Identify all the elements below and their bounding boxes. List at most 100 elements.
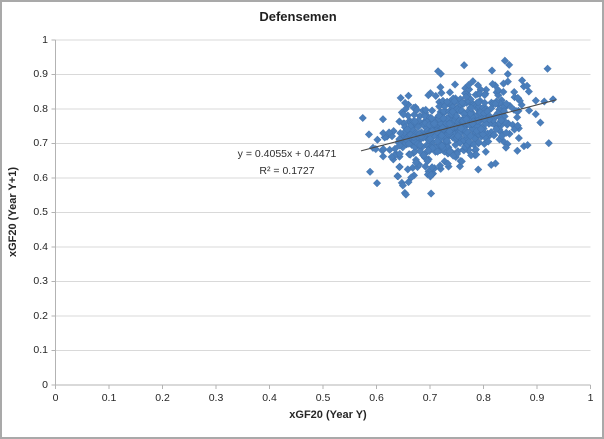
scatter-point xyxy=(420,112,430,121)
scatter-point xyxy=(491,159,500,168)
scatter-point xyxy=(404,139,413,148)
scatter-point xyxy=(401,190,411,199)
scatter-point xyxy=(461,92,471,101)
y-tick-label: 0.7 xyxy=(33,137,48,149)
scatter-point xyxy=(384,128,394,137)
scatter-point xyxy=(513,113,522,122)
scatter-point xyxy=(395,162,404,172)
scatter-point xyxy=(500,56,509,65)
scatter-point xyxy=(433,147,442,156)
scatter-point xyxy=(490,130,499,140)
scatter-point xyxy=(401,104,410,113)
scatter-point xyxy=(431,91,440,100)
scatter-point xyxy=(403,165,412,174)
scatter-point xyxy=(445,88,454,97)
scatter-point xyxy=(443,97,452,106)
x-axis-title: xGF20 (Year Y) xyxy=(289,409,367,421)
scatter-points xyxy=(358,56,558,199)
scatter-point xyxy=(505,60,514,69)
y-tick-label: 0.5 xyxy=(33,206,48,218)
scatter-point xyxy=(430,119,439,128)
y-tick-label: 0.2 xyxy=(33,309,48,322)
x-tick-label: 0.2 xyxy=(155,392,170,404)
scatter-point xyxy=(427,106,437,115)
scatter-point xyxy=(427,163,437,172)
scatter-point xyxy=(502,128,511,137)
y-tick-label: 0.4 xyxy=(33,240,48,253)
x-tick-label: 1 xyxy=(587,392,594,404)
scatter-point xyxy=(480,98,489,107)
scatter-point xyxy=(476,124,486,134)
y-tick-label: 0.1 xyxy=(33,344,48,356)
scatter-point xyxy=(443,159,452,168)
scatter-point xyxy=(404,177,413,187)
scatter-point xyxy=(437,88,446,98)
x-tick-label: 0 xyxy=(52,392,59,404)
trendline-equation-label: y = 0.4055x + 0.4471 R² = 0.1727 xyxy=(238,146,337,179)
scatter-point xyxy=(450,97,459,106)
scatter-point xyxy=(398,181,408,190)
y-tick-label: 0.9 xyxy=(33,68,48,80)
scatter-point xyxy=(480,91,489,100)
scatter-point xyxy=(393,172,403,181)
scatter-point xyxy=(440,157,449,166)
scatter-point xyxy=(481,119,490,128)
scatter-point xyxy=(474,138,483,147)
scatter-point xyxy=(358,113,367,123)
scatter-point xyxy=(494,85,503,95)
scatter-point xyxy=(404,91,413,100)
scatter-point xyxy=(492,124,501,134)
chart-title: Defensemen xyxy=(259,9,337,24)
scatter-point xyxy=(434,67,443,76)
scatter-point xyxy=(372,179,382,188)
scatter-point xyxy=(364,130,374,139)
scatter-point xyxy=(378,115,388,124)
scatter-point xyxy=(502,99,511,108)
scatter-point xyxy=(401,98,410,107)
scatter-point xyxy=(396,93,405,103)
scatter-point xyxy=(513,146,522,155)
scatter-point xyxy=(453,131,463,141)
scatter-point xyxy=(411,158,421,167)
scatter-point xyxy=(411,147,420,156)
y-tick-label: 0 xyxy=(42,378,48,391)
scatter-point xyxy=(460,61,469,70)
scatter-point xyxy=(426,189,436,198)
x-tick-label: 0.9 xyxy=(529,392,545,404)
scatter-point xyxy=(445,127,454,136)
equation-line: y = 0.4055x + 0.4471 xyxy=(237,148,337,160)
scatter-point xyxy=(478,130,487,139)
scatter-point xyxy=(548,95,558,104)
x-tick-label: 0.5 xyxy=(315,392,331,404)
y-tick-label: 1 xyxy=(42,33,48,46)
scatter-point xyxy=(457,124,466,133)
scatter-point xyxy=(500,107,509,116)
scatter-point xyxy=(428,144,437,153)
scatter-point xyxy=(497,116,506,125)
scatter-point xyxy=(437,141,447,150)
scatter-point xyxy=(501,143,511,152)
scatter-point xyxy=(399,110,408,119)
scatter-point xyxy=(468,77,477,86)
scatter-point xyxy=(433,137,442,146)
scatter-point xyxy=(387,152,396,162)
scatter-point xyxy=(419,151,428,160)
scatter-point xyxy=(426,134,435,143)
scatter-point xyxy=(436,83,445,92)
scatter-point xyxy=(373,135,382,144)
scatter-point xyxy=(544,139,553,148)
scatter-point xyxy=(540,97,549,106)
scatter-point xyxy=(536,118,545,127)
scatter-point xyxy=(389,126,398,136)
x-tick-label: 0.3 xyxy=(208,392,224,404)
scatter-point xyxy=(518,76,527,85)
scatter-point xyxy=(503,77,512,86)
scatter-point xyxy=(435,161,445,170)
scatter-point xyxy=(484,137,493,146)
scatter-point xyxy=(474,98,483,107)
scatter-point xyxy=(421,105,430,114)
scatter-point xyxy=(467,104,476,113)
scatter-point xyxy=(434,111,443,120)
